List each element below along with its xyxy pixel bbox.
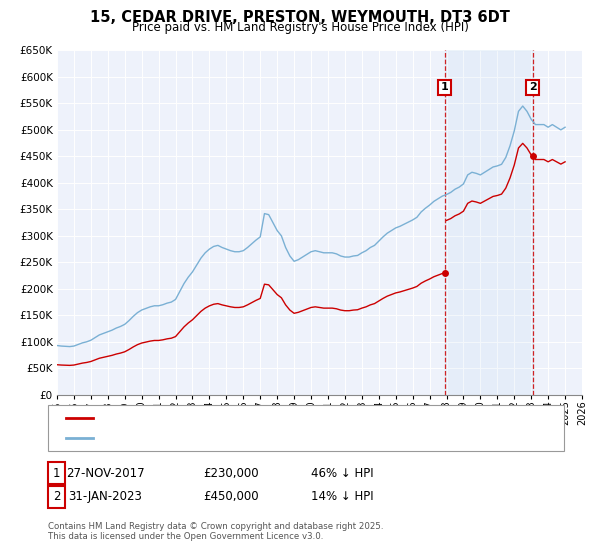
Text: 27-NOV-2017: 27-NOV-2017 xyxy=(65,466,145,480)
Text: HPI: Average price, detached house, Dorset: HPI: Average price, detached house, Dors… xyxy=(97,433,325,443)
Text: 14% ↓ HPI: 14% ↓ HPI xyxy=(311,490,373,503)
Bar xyxy=(445,50,533,395)
Text: 2: 2 xyxy=(53,490,60,503)
Text: 15, CEDAR DRIVE, PRESTON, WEYMOUTH, DT3 6DT (detached house): 15, CEDAR DRIVE, PRESTON, WEYMOUTH, DT3 … xyxy=(97,413,458,423)
Text: 46% ↓ HPI: 46% ↓ HPI xyxy=(311,466,373,480)
Text: 2: 2 xyxy=(529,82,536,92)
Text: £230,000: £230,000 xyxy=(203,466,259,480)
Text: £450,000: £450,000 xyxy=(203,490,259,503)
Text: 31-JAN-2023: 31-JAN-2023 xyxy=(68,490,142,503)
Text: 15, CEDAR DRIVE, PRESTON, WEYMOUTH, DT3 6DT: 15, CEDAR DRIVE, PRESTON, WEYMOUTH, DT3 … xyxy=(90,10,510,25)
Text: 1: 1 xyxy=(53,466,60,480)
Text: Price paid vs. HM Land Registry's House Price Index (HPI): Price paid vs. HM Land Registry's House … xyxy=(131,21,469,34)
Text: 1: 1 xyxy=(441,82,449,92)
Text: Contains HM Land Registry data © Crown copyright and database right 2025.
This d: Contains HM Land Registry data © Crown c… xyxy=(48,522,383,542)
